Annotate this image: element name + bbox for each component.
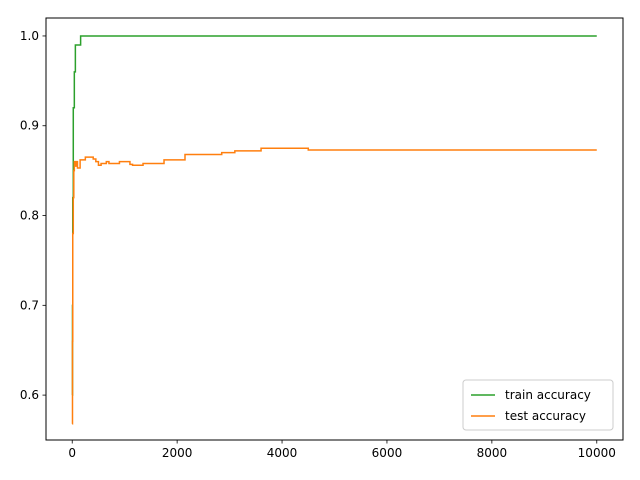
- plot-lines: [71, 35, 597, 425]
- x-tick-label: 2000: [162, 446, 193, 460]
- y-tick-label: 0.9: [20, 119, 39, 133]
- legend-label-test-accuracy: test accuracy: [505, 409, 586, 423]
- y-tick-label: 0.6: [20, 388, 39, 402]
- x-tick-label: 10000: [578, 446, 616, 460]
- y-tick-label: 1.0: [20, 29, 39, 43]
- y-tick-label: 0.7: [20, 298, 39, 312]
- x-tick-label: 4000: [267, 446, 298, 460]
- legend-box: [462, 379, 614, 431]
- y-axis: 0.6 0.7 0.8 0.9 1.0: [20, 29, 46, 402]
- plot-frame: [45, 17, 624, 441]
- x-tick-label: 6000: [372, 446, 403, 460]
- legend: train accuracy test accuracy: [462, 379, 614, 431]
- series-line-test-accuracy: [71, 147, 597, 425]
- legend-label-train-accuracy: train accuracy: [505, 388, 591, 402]
- x-tick-label: 8000: [477, 446, 508, 460]
- x-tick-label: 0: [68, 446, 76, 460]
- y-tick-label: 0.8: [20, 209, 39, 223]
- x-axis: 0 2000 4000 6000 8000 10000: [68, 440, 616, 460]
